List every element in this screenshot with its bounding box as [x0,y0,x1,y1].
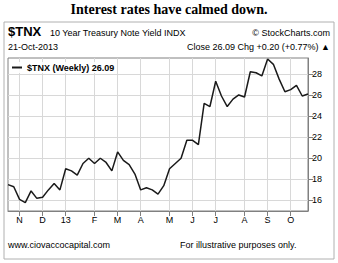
svg-text:J: J [213,215,218,225]
svg-text:24: 24 [312,111,322,121]
svg-text:J: J [190,215,195,225]
svg-text:10 Year Treasury Note Yield IN: 10 Year Treasury Note Yield INDX [50,28,186,38]
svg-text:A: A [138,215,144,225]
svg-text:A: A [242,215,248,225]
svg-text:18: 18 [312,174,322,184]
svg-text:Interest rates have calmed dow: Interest rates have calmed down. [71,2,268,17]
svg-text:S: S [265,215,271,225]
svg-text:22: 22 [312,132,322,142]
svg-text:26: 26 [312,90,322,100]
svg-text:M: M [166,215,174,225]
svg-text:Close 26.09 Chg +0.20 (+0.77%): Close 26.09 Chg +0.20 (+0.77%) ▲ [187,42,330,52]
svg-text:N: N [16,215,23,225]
svg-text:28: 28 [312,69,322,79]
svg-text:16: 16 [312,195,322,205]
svg-text:D: D [39,215,46,225]
svg-text:F: F [92,215,98,225]
svg-text:13: 13 [61,215,71,225]
svg-text:21-Oct-2013: 21-Oct-2013 [8,42,58,52]
svg-text:M: M [114,215,122,225]
svg-text:20: 20 [312,153,322,163]
svg-text:www.ciovaccocapital.com: www.ciovaccocapital.com [7,240,110,250]
svg-text:For illustrative purposes only: For illustrative purposes only. [180,240,296,250]
svg-text:© StockCharts.com: © StockCharts.com [252,28,330,38]
svg-text:O: O [287,215,294,225]
svg-text:$TNX (Weekly) 26.09: $TNX (Weekly) 26.09 [27,63,114,73]
svg-text:$TNX: $TNX [8,24,42,39]
